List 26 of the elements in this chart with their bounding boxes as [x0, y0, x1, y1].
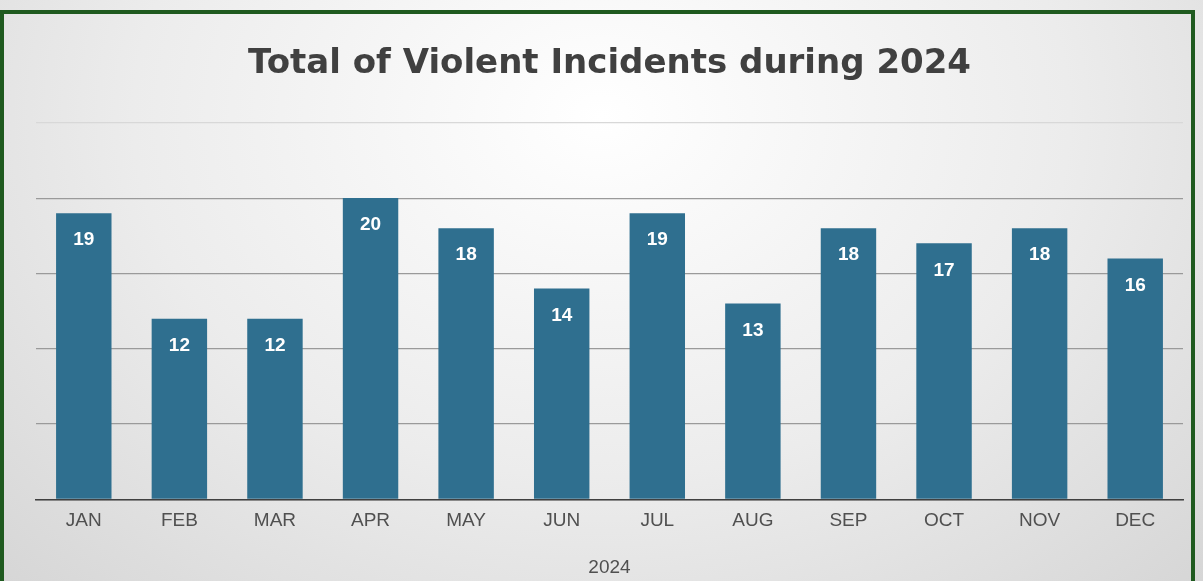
data-label: 19 — [73, 228, 95, 250]
x-tick-label: JAN — [65, 509, 102, 531]
data-label: 20 — [359, 213, 382, 235]
x-tick-label: FEB — [160, 509, 198, 531]
chart-title: Total of Violent Incidents during 2024 — [247, 41, 972, 82]
data-label: 13 — [742, 318, 764, 340]
x-tick-label: NOV — [1019, 509, 1061, 531]
data-label: 18 — [455, 243, 477, 265]
data-label: 12 — [168, 333, 190, 355]
x-tick-label: MAY — [446, 509, 487, 531]
data-label: 14 — [551, 303, 573, 325]
x-tick-label: JUL — [640, 509, 675, 531]
data-label: 19 — [646, 228, 668, 250]
x-tick-label: APR — [351, 509, 391, 531]
data-label: 18 — [837, 243, 860, 265]
x-tick-label: OCT — [923, 509, 965, 531]
data-label: 12 — [264, 333, 286, 355]
x-tick-label: JUN — [543, 509, 581, 531]
x-tick-label: DEC — [1115, 509, 1156, 531]
x-tick-label: AUG — [732, 509, 774, 531]
x-tick-label: MAR — [253, 509, 297, 531]
x-axis-title: 2024 — [588, 555, 632, 577]
data-label: 17 — [933, 258, 955, 280]
x-tick-label: SEP — [829, 509, 868, 531]
data-label: 16 — [1124, 273, 1146, 295]
data-label: 18 — [1029, 243, 1051, 265]
